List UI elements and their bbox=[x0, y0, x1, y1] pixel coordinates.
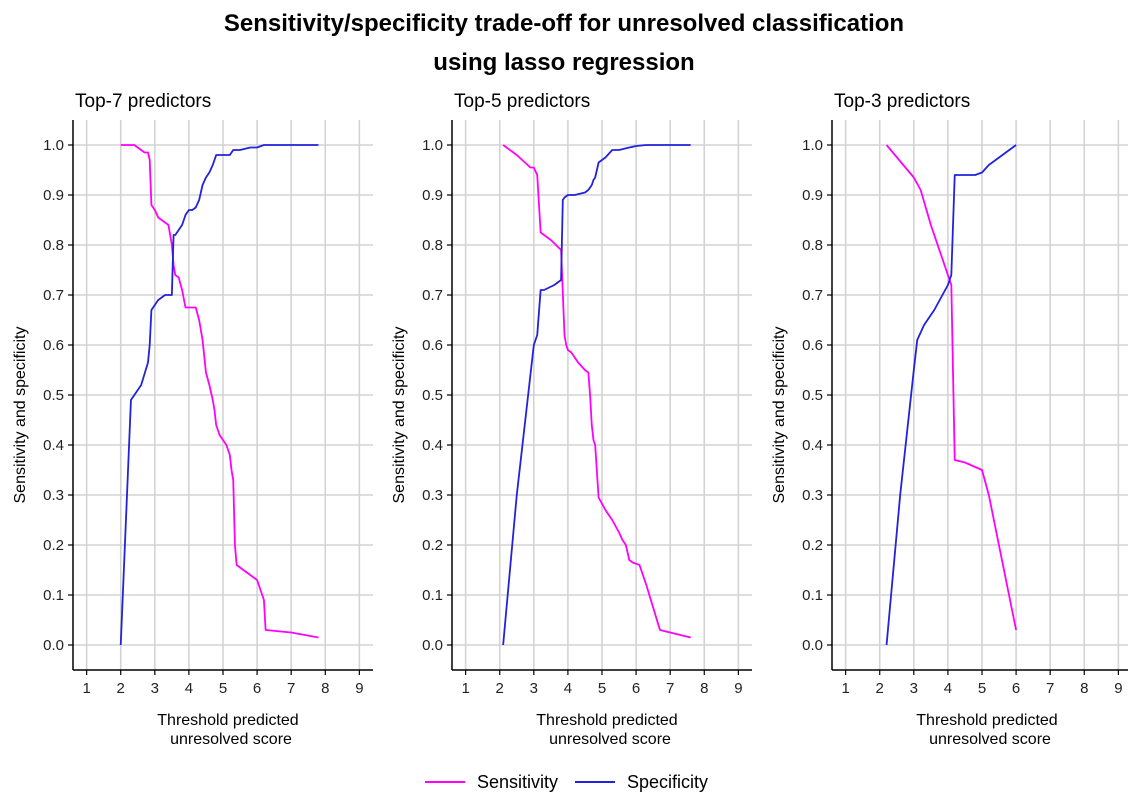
y-tick-label: 0.3 bbox=[43, 487, 64, 504]
x-tick-label: 5 bbox=[598, 680, 606, 697]
y-tick-label: 0.6 bbox=[43, 337, 64, 354]
x-tick-label: 9 bbox=[734, 680, 742, 697]
y-tick-label: 0.8 bbox=[422, 237, 443, 254]
y-tick-label: 0.7 bbox=[802, 287, 823, 304]
x-tick-label: 6 bbox=[253, 680, 261, 697]
panel-1: Top-7 predictors 0.0 0.1 0.2 0.3 0.4 0.5 0.6 0.7… bbox=[12, 91, 373, 748]
y-tick-label: 1.0 bbox=[422, 137, 443, 154]
panel-2: Top-5 predictors 0.0 0.1 0.2 0.3 0.4 0.5 0.6 0.7… bbox=[391, 91, 752, 748]
y-tick-label: 0.4 bbox=[422, 437, 443, 454]
x-tick-label: 9 bbox=[355, 680, 363, 697]
y-tick-label: 0.2 bbox=[422, 537, 443, 554]
y-axis-label: Sensitivity and specificity bbox=[391, 327, 408, 504]
x-tick-label: 6 bbox=[1012, 680, 1020, 697]
x-tick-label: 2 bbox=[117, 680, 125, 697]
panel-title: Top-3 predictors bbox=[834, 91, 970, 112]
x-tick-label: 4 bbox=[564, 680, 572, 697]
y-tick-label: 0.9 bbox=[43, 187, 64, 204]
x-tick-label: 4 bbox=[185, 680, 193, 697]
y-tick-label: 0.7 bbox=[43, 287, 64, 304]
x-axis-label: Threshold predicted bbox=[536, 712, 677, 729]
x-tick-label: 4 bbox=[944, 680, 952, 697]
panels: Top-7 predictors 0.0 0.1 0.2 0.3 0.4 0.5 0.6 0.7… bbox=[12, 91, 1128, 748]
y-tick-label: 0.9 bbox=[802, 187, 823, 204]
x-tick-label: 1 bbox=[82, 680, 90, 697]
x-axis-label: Threshold predicted bbox=[157, 712, 298, 729]
panel-title: Top-7 predictors bbox=[75, 91, 211, 112]
panel-3: Top-3 predictors 0.0 0.1 0.2 0.3 0.4 0.5 0.6 0.7… bbox=[771, 91, 1128, 748]
chart-title-line2: using lasso regression bbox=[433, 49, 694, 76]
legend: Sensitivity Specificity bbox=[425, 772, 708, 792]
y-axis-label: Sensitivity and specificity bbox=[771, 327, 788, 504]
x-tick-label: 3 bbox=[530, 680, 538, 697]
x-tick-label: 7 bbox=[287, 680, 295, 697]
x-tick-label: 1 bbox=[841, 680, 849, 697]
panel-title: Top-5 predictors bbox=[454, 91, 590, 112]
series-line-sensitivity bbox=[120, 144, 319, 639]
y-tick-label: 0.9 bbox=[422, 187, 443, 204]
y-tick-label: 0.5 bbox=[43, 387, 64, 404]
y-tick-label: 0.2 bbox=[43, 537, 64, 554]
x-tick-label: 2 bbox=[876, 680, 884, 697]
x-tick-label: 8 bbox=[321, 680, 329, 697]
x-tick-label: 6 bbox=[632, 680, 640, 697]
y-tick-label: 0.1 bbox=[802, 587, 823, 604]
x-tick-label: 2 bbox=[496, 680, 504, 697]
x-tick-label: 3 bbox=[910, 680, 918, 697]
y-tick-label: 0.0 bbox=[422, 637, 443, 654]
series-line-sensitivity bbox=[885, 144, 1017, 631]
x-axis-label-line2: unresolved score bbox=[170, 731, 292, 748]
y-tick-label: 0.0 bbox=[43, 637, 64, 654]
y-tick-label: 0.3 bbox=[802, 487, 823, 504]
y-axis-label: Sensitivity and specificity bbox=[12, 327, 29, 504]
x-tick-label: 5 bbox=[219, 680, 227, 697]
x-tick-label: 5 bbox=[978, 680, 986, 697]
x-tick-label: 3 bbox=[151, 680, 159, 697]
x-axis-label: Threshold predicted bbox=[916, 712, 1057, 729]
y-tick-label: 0.5 bbox=[422, 387, 443, 404]
series-line-specificity bbox=[119, 144, 319, 646]
series-line-specificity bbox=[502, 144, 691, 646]
y-tick-label: 0.2 bbox=[802, 537, 823, 554]
series-line-specificity bbox=[885, 144, 1017, 646]
y-tick-label: 0.6 bbox=[802, 337, 823, 354]
y-tick-label: 0.8 bbox=[802, 237, 823, 254]
x-axis-label-line2: unresolved score bbox=[549, 731, 671, 748]
y-tick-label: 0.5 bbox=[802, 387, 823, 404]
y-tick-label: 0.1 bbox=[43, 587, 64, 604]
x-axis-label-line2: unresolved score bbox=[929, 731, 1051, 748]
y-tick-label: 0.7 bbox=[422, 287, 443, 304]
y-tick-label: 0.3 bbox=[422, 487, 443, 504]
legend-sensitivity-label: Sensitivity bbox=[477, 772, 558, 792]
y-tick-label: 0.4 bbox=[802, 437, 823, 454]
y-tick-label: 0.4 bbox=[43, 437, 64, 454]
y-tick-label: 1.0 bbox=[802, 137, 823, 154]
x-tick-label: 7 bbox=[666, 680, 674, 697]
legend-specificity-label: Specificity bbox=[627, 772, 708, 792]
y-tick-label: 0.1 bbox=[422, 587, 443, 604]
y-tick-label: 0.0 bbox=[802, 637, 823, 654]
chart-title-line1: Sensitivity/specificity trade-off for un… bbox=[224, 10, 904, 37]
y-tick-label: 0.8 bbox=[43, 237, 64, 254]
y-tick-label: 0.6 bbox=[422, 337, 443, 354]
x-tick-label: 1 bbox=[461, 680, 469, 697]
x-tick-label: 7 bbox=[1046, 680, 1054, 697]
series-line-sensitivity bbox=[502, 144, 691, 639]
x-tick-label: 8 bbox=[700, 680, 708, 697]
y-tick-label: 1.0 bbox=[43, 137, 64, 154]
x-tick-label: 9 bbox=[1114, 680, 1122, 697]
x-tick-label: 8 bbox=[1080, 680, 1088, 697]
